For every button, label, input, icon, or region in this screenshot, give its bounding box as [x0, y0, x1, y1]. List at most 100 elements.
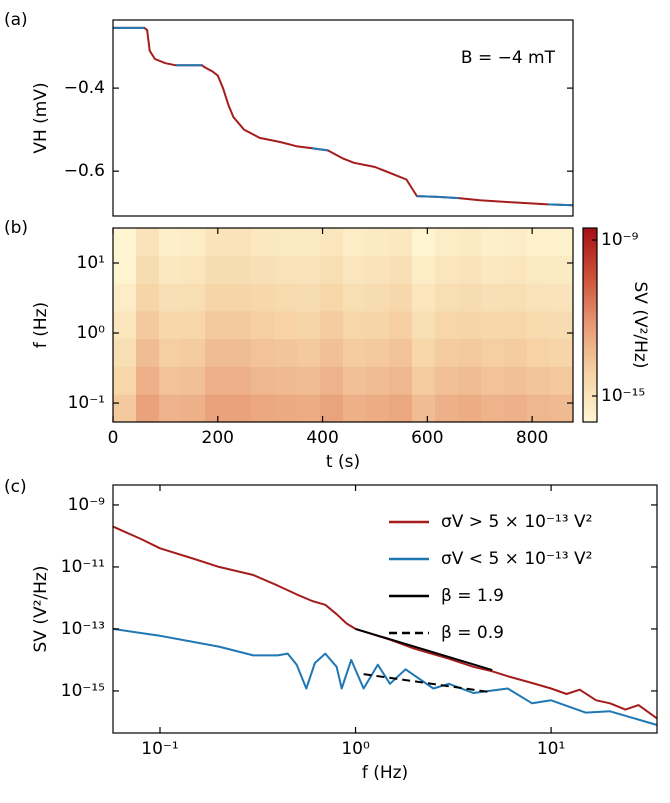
x-axis-label: f (Hz) [362, 763, 408, 783]
heatmap-cell [481, 338, 505, 367]
y-axis-label: VH (mV) [31, 82, 51, 153]
heatmap-cell [458, 338, 482, 367]
heatmap-cell [136, 366, 160, 395]
heatmap-cell [136, 311, 160, 340]
y-tick-label: 10⁻¹ [68, 393, 105, 413]
heatmap-cell [251, 255, 275, 284]
heatmap-cell [274, 228, 298, 257]
heatmap-cell [182, 228, 206, 257]
heatmap-cell [504, 255, 528, 284]
x-tick-label: 10⁰ [341, 739, 370, 759]
heatmap-cell [274, 394, 298, 423]
colorbar [582, 227, 598, 423]
legend-label: σV < 5 × 10⁻¹³ V² [441, 549, 592, 569]
data-line [355, 627, 493, 672]
heatmap-cell [182, 338, 206, 367]
heatmap-cell [412, 283, 436, 312]
heatmap-cell [228, 366, 252, 395]
heatmap-cell [320, 311, 344, 340]
heatmap-cell [412, 394, 436, 423]
heatmap-cell [527, 255, 551, 284]
heatmap-cell [504, 311, 528, 340]
heatmap-cell [251, 394, 275, 423]
panel-label: (c) [4, 477, 27, 497]
heatmap-cell [297, 366, 321, 395]
heatmap-cell [182, 394, 206, 423]
heatmap-cell [113, 228, 137, 257]
heatmap-cell [228, 283, 252, 312]
heatmap-cell [389, 311, 413, 340]
heatmap-cell [550, 283, 574, 312]
heatmap-cell [205, 228, 229, 257]
heatmap-cell [435, 228, 459, 257]
heatmap-cell [435, 255, 459, 284]
y-tick-label: −0.4 [64, 78, 105, 98]
heatmap-cell [113, 283, 137, 312]
panel-label: (a) [4, 10, 28, 30]
heatmap-cell [550, 366, 574, 395]
y-tick-label: 10¹ [77, 253, 105, 273]
heatmap-cell [274, 338, 298, 367]
heatmap-cell [458, 311, 482, 340]
heatmap-cell [320, 228, 344, 257]
heatmap-cell [228, 255, 252, 284]
heatmap-cell [412, 311, 436, 340]
heatmap-cell [113, 311, 137, 340]
colorbar-tick-label: 10⁻⁹ [601, 230, 639, 250]
heatmap-cell [550, 255, 574, 284]
x-tick-label: 10¹ [537, 739, 565, 759]
heatmap-cell [389, 338, 413, 367]
heatmap-cell [504, 394, 528, 423]
x-tick-label: 0 [108, 428, 119, 448]
heatmap-cell [481, 255, 505, 284]
heatmap-cell [297, 283, 321, 312]
heatmap-cell [389, 228, 413, 257]
heatmap-cell [297, 255, 321, 284]
y-tick-label: 10⁻¹⁵ [61, 681, 105, 701]
heatmap-cell [159, 338, 183, 367]
data-line [363, 673, 493, 694]
heatmap-cell [366, 394, 390, 423]
heatmap-cell [159, 228, 183, 257]
heatmap-cell [412, 338, 436, 367]
y-axis-label: SV (V²/Hz) [31, 566, 51, 653]
heatmap-cell [205, 338, 229, 367]
heatmap-cell [366, 228, 390, 257]
heatmap-cell [228, 338, 252, 367]
legend-label: β = 0.9 [441, 623, 504, 643]
heatmap-cell [136, 394, 160, 423]
heatmap-cell [228, 394, 252, 423]
x-axis-label: t (s) [326, 452, 360, 472]
x-tick-label: 400 [306, 428, 338, 448]
colorbar-label: SV (V²/Hz) [630, 282, 650, 369]
heatmap-cell [320, 338, 344, 367]
heatmap-cell [504, 228, 528, 257]
annotation: B = −4 mT [461, 48, 556, 68]
plot-frame [112, 227, 574, 423]
heatmap-cell [228, 228, 252, 257]
y-tick-label: −0.6 [64, 161, 105, 181]
colorbar-tick-label: 10⁻¹⁵ [601, 386, 645, 406]
heatmap-cell [251, 228, 275, 257]
heatmap-cell [182, 366, 206, 395]
heatmap-cell [159, 255, 183, 284]
heatmap-cell [136, 338, 160, 367]
heatmap-cell [182, 311, 206, 340]
heatmap-cell [251, 366, 275, 395]
data-line [113, 26, 574, 207]
y-tick-label: 10⁻¹¹ [61, 557, 105, 577]
heatmap-cell [297, 311, 321, 340]
heatmap-cell [366, 338, 390, 367]
heatmap-cell [504, 283, 528, 312]
heatmap-cell [389, 283, 413, 312]
heatmap-cell [320, 366, 344, 395]
heatmap-cell [182, 283, 206, 312]
heatmap-cell [481, 311, 505, 340]
legend-label: σV > 5 × 10⁻¹³ V² [441, 512, 592, 532]
heatmap-cell [412, 366, 436, 395]
heatmap-cell [297, 394, 321, 423]
heatmap-cell [113, 394, 137, 423]
heatmap-cell [435, 338, 459, 367]
heatmap-cell [343, 366, 367, 395]
